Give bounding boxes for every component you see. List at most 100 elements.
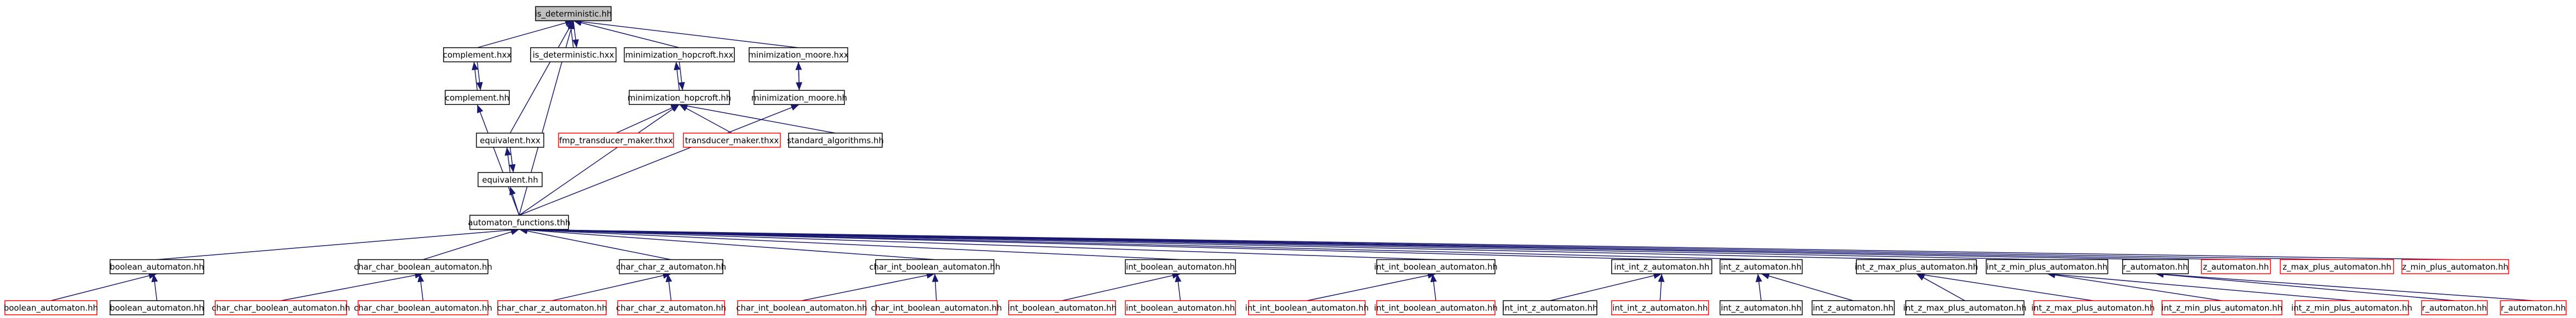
node-label: int_z_max_plus_automaton.hh: [1903, 303, 2026, 314]
node-box: [2401, 259, 2509, 275]
node-label: int_z_automaton.hh: [1721, 303, 1801, 314]
edge: [679, 103, 835, 134]
edge: [519, 227, 935, 260]
edge: [509, 147, 516, 173]
node-label: char_int_boolean_automaton.hh: [871, 303, 1002, 314]
edge: [519, 226, 1917, 260]
edge: [678, 61, 685, 91]
edge: [509, 20, 574, 134]
node-label: char_int_boolean_automaton.hh: [869, 262, 1000, 272]
node-box: [1248, 300, 1366, 315]
node-label: int_int_z_automaton.hh: [1502, 303, 1598, 314]
node-label: z_max_plus_automaton.hh: [2282, 262, 2391, 272]
edge: [519, 226, 1181, 260]
node-box: [4, 300, 98, 315]
node-label: int_int_boolean_automaton.hh: [1374, 262, 1498, 272]
node-label: is_deterministic.hxx: [533, 50, 614, 60]
node-label: char_char_z_automaton.hh: [616, 262, 726, 272]
edge: [1916, 271, 2093, 301]
node-label: int_z_max_plus_automaton.hh: [2031, 303, 2155, 314]
edge: [423, 228, 520, 260]
node-box: [2161, 300, 2282, 315]
edge: [2155, 271, 2534, 301]
node-box: [535, 6, 612, 21]
edge: [509, 186, 520, 216]
node-box: [623, 47, 735, 63]
edge: [519, 104, 680, 216]
node-label: int_boolean_automaton.hh: [1126, 262, 1234, 272]
node-label: char_char_boolean_automaton.hh: [212, 303, 351, 314]
node-box: [1905, 300, 2025, 315]
edge: [665, 273, 672, 301]
node-box: [2122, 259, 2189, 275]
node-label: int_int_boolean_automaton.hh: [1245, 303, 1369, 314]
node-box: [530, 47, 617, 63]
edge: [471, 61, 478, 91]
node-label: minimization_hopcroft.hh: [627, 93, 731, 103]
edge: [1916, 273, 1966, 301]
edge: [1175, 273, 1182, 301]
edge: [1430, 273, 1437, 301]
edge: [1755, 273, 1762, 301]
node-box: [875, 259, 995, 275]
node-box: [1719, 300, 1803, 315]
node-box: [109, 300, 204, 315]
node-box: [1611, 300, 1709, 315]
node-box: [753, 90, 845, 105]
node-box: [1008, 300, 1116, 315]
node-label: int_z_max_plus_automaton.hh: [1855, 262, 1978, 272]
node-label: z_automaton.hh: [2203, 262, 2269, 272]
node-box: [1856, 259, 1977, 275]
edge: [616, 104, 680, 134]
node-label: transducer_maker.thxx: [685, 135, 779, 146]
node-box: [788, 133, 883, 148]
edge: [519, 228, 671, 260]
node-box: [445, 90, 510, 105]
node-box: [1502, 300, 1598, 315]
node-label: int_z_automaton.hh: [1721, 262, 1801, 272]
node-box: [215, 300, 347, 315]
node-box: [469, 215, 569, 230]
node-label: int_z_min_plus_automaton.hh: [2161, 303, 2282, 314]
edge: [679, 104, 732, 134]
node-box: [2294, 300, 2409, 315]
node-box: [749, 47, 849, 63]
edge: [2047, 271, 2352, 301]
node-box: [2033, 300, 2153, 315]
edges: [51, 18, 2534, 301]
node-label: r_automaton.hh: [2422, 303, 2487, 314]
edge: [552, 272, 671, 301]
node-box: [1611, 259, 1713, 275]
node-box: [358, 300, 489, 315]
edge: [567, 21, 575, 48]
edge: [476, 61, 483, 91]
edge: [1550, 272, 1662, 301]
node-label: boolean_automaton.hh: [110, 303, 204, 314]
edge: [477, 20, 573, 48]
node-box: [875, 300, 998, 315]
node-label: standard_algorithms.hh: [787, 135, 884, 146]
edge: [417, 273, 425, 301]
edge: [151, 273, 158, 301]
node-box: [2421, 300, 2488, 315]
edge: [519, 226, 1436, 260]
node-box: [358, 259, 489, 275]
node-box: [737, 300, 866, 315]
node-label: int_z_min_plus_automaton.hh: [1986, 262, 2107, 272]
edge: [673, 61, 681, 91]
node-label: int_z_automaton.hh: [1813, 303, 1893, 314]
edge: [1307, 272, 1436, 301]
node-label: int_int_z_automaton.hh: [1614, 262, 1709, 272]
node-label: boolean_automaton.hh: [4, 303, 98, 314]
node-box: [2500, 300, 2567, 315]
edge: [1658, 273, 1665, 301]
edge: [2047, 271, 2222, 301]
edge: [573, 18, 799, 48]
edge: [801, 272, 935, 301]
nodes: is_deterministic.hh complement.hxx is_dete…: [4, 6, 2567, 315]
node-box: [1125, 300, 1236, 315]
edge: [504, 147, 512, 173]
node-label: minimization_moore.hxx: [749, 50, 849, 60]
